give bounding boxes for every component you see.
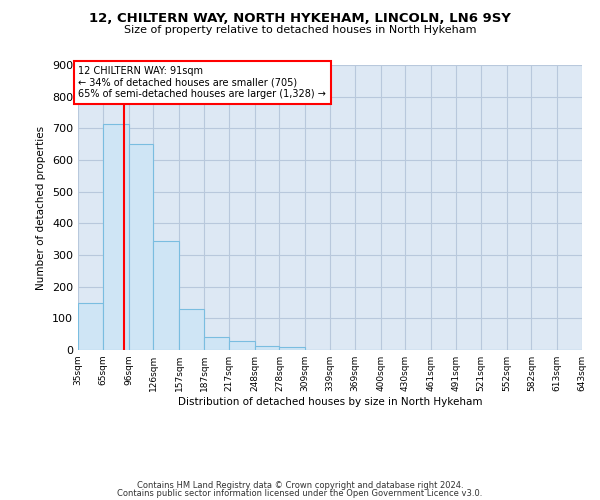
Text: Size of property relative to detached houses in North Hykeham: Size of property relative to detached ho… (124, 25, 476, 35)
Bar (179, 309, 204, 350)
Bar (254, 346, 280, 350)
Bar (229, 340, 254, 350)
Y-axis label: Number of detached properties: Number of detached properties (37, 126, 46, 290)
Text: Contains public sector information licensed under the Open Government Licence v3: Contains public sector information licen… (118, 488, 482, 498)
Bar (154, 242, 179, 350)
Bar (103, 124, 128, 350)
Bar (204, 338, 229, 350)
Text: 12 CHILTERN WAY: 91sqm
← 34% of detached houses are smaller (705)
65% of semi-de: 12 CHILTERN WAY: 91sqm ← 34% of detached… (79, 66, 326, 99)
Bar (280, 347, 305, 350)
X-axis label: Distribution of detached houses by size in North Hykeham: Distribution of detached houses by size … (178, 397, 482, 407)
Text: 12, CHILTERN WAY, NORTH HYKEHAM, LINCOLN, LN6 9SY: 12, CHILTERN WAY, NORTH HYKEHAM, LINCOLN… (89, 12, 511, 26)
Bar (78, 302, 103, 350)
Bar (128, 144, 154, 350)
Text: Contains HM Land Registry data © Crown copyright and database right 2024.: Contains HM Land Registry data © Crown c… (137, 481, 463, 490)
